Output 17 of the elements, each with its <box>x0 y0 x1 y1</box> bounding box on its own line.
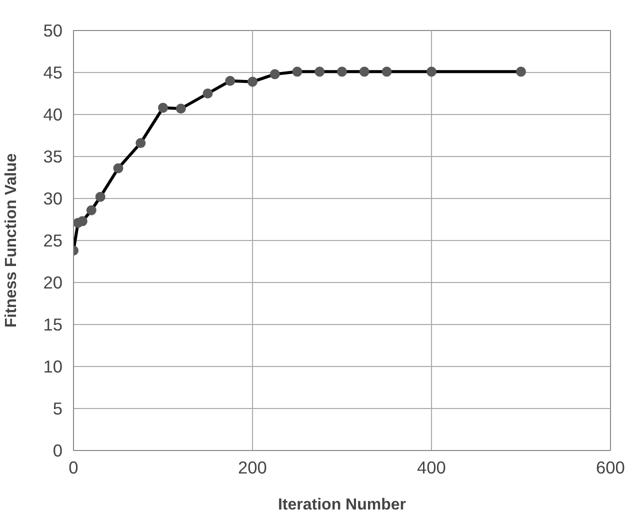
y-tick-label: 25 <box>43 230 63 250</box>
y-tick-label: 30 <box>43 188 63 208</box>
x-tick-label: 400 <box>417 458 446 478</box>
y-tick-label: 10 <box>43 356 63 376</box>
y-tick-label: 15 <box>43 314 63 334</box>
x-axis-title: Iteration Number <box>278 496 406 514</box>
y-tick-label: 40 <box>43 104 63 124</box>
y-tick-label: 35 <box>43 146 63 166</box>
x-tick-label: 0 <box>68 458 78 478</box>
y-tick-label: 50 <box>43 20 63 40</box>
y-tick-label: 5 <box>52 398 63 418</box>
x-tick-label: 200 <box>238 458 267 478</box>
y-tick-label: 45 <box>43 62 63 82</box>
y-axis-title: Fitness Function Value <box>3 153 20 328</box>
y-tick-label: 20 <box>43 272 63 292</box>
y-tick-label: 0 <box>52 440 63 460</box>
x-tick-label: 600 <box>596 458 625 478</box>
